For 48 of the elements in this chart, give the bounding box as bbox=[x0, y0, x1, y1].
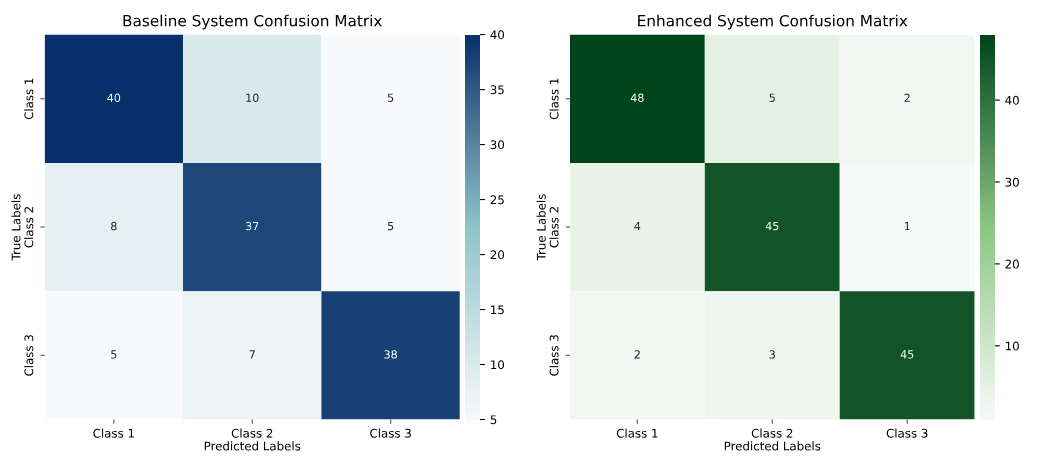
data-label: 5 bbox=[387, 222, 394, 231]
data-label: 5 bbox=[769, 93, 775, 102]
color-bar-label: 15 bbox=[491, 305, 504, 315]
color-bar-label: 10 bbox=[491, 360, 505, 370]
color-bar-label: 30 bbox=[490, 140, 505, 150]
y-tick-label: Class 3 bbox=[549, 335, 559, 376]
color-bar-label: 20 bbox=[490, 250, 505, 260]
color-bar-label: 10 bbox=[1005, 341, 1019, 351]
chart-title: Enhanced System Confusion Matrix bbox=[638, 14, 908, 30]
y-tick-label: Class 3 bbox=[24, 335, 34, 376]
color-bar-label: 5 bbox=[490, 415, 497, 425]
data-label: 40 bbox=[107, 93, 121, 102]
color-bar-label: 25 bbox=[490, 195, 504, 205]
x-tick-label: Class 3 bbox=[370, 428, 411, 438]
y-tick-label: Class 1 bbox=[549, 78, 559, 120]
color-bar-label: 40 bbox=[490, 30, 505, 40]
y-axis-title: True Labels bbox=[536, 194, 546, 261]
data-label: 48 bbox=[630, 93, 644, 102]
data-label: 7 bbox=[249, 350, 255, 359]
y-tick-label: Class 2 bbox=[549, 207, 559, 248]
data-label: 37 bbox=[246, 221, 259, 231]
data-label: 45 bbox=[765, 222, 779, 231]
chart-title: Baseline System Confusion Matrix bbox=[123, 14, 382, 30]
color-bar-label: 40 bbox=[1005, 95, 1019, 105]
y-tick-label: Class 1 bbox=[24, 78, 34, 120]
y-axis-title: True Labels bbox=[11, 194, 21, 261]
data-label: 45 bbox=[900, 350, 914, 359]
data-label: 8 bbox=[111, 221, 117, 231]
data-label: 3 bbox=[769, 350, 775, 359]
x-tick-label: Class 1 bbox=[93, 428, 134, 438]
x-axis-title: Predicted Labels bbox=[204, 441, 301, 451]
color-bar-label: 20 bbox=[1005, 259, 1019, 269]
data-label: 2 bbox=[904, 93, 910, 102]
data-label: 38 bbox=[384, 350, 397, 359]
color-bar-label: 30 bbox=[1005, 177, 1019, 187]
data-label: 2 bbox=[634, 350, 640, 359]
data-label: 1 bbox=[904, 222, 910, 231]
x-tick-label: Class 1 bbox=[616, 428, 658, 438]
data-label: 5 bbox=[387, 93, 394, 102]
x-tick-label: Class 3 bbox=[886, 428, 928, 438]
x-tick-label: Class 2 bbox=[231, 428, 273, 438]
data-label: 10 bbox=[246, 93, 259, 102]
color-bar-label: 35 bbox=[490, 85, 504, 95]
data-label: 4 bbox=[634, 222, 641, 231]
x-axis-title: Predicted Labels bbox=[724, 441, 821, 451]
data-label: 5 bbox=[111, 350, 117, 359]
x-tick-label: Class 2 bbox=[751, 428, 793, 438]
y-tick-label: Class 2 bbox=[24, 207, 34, 248]
